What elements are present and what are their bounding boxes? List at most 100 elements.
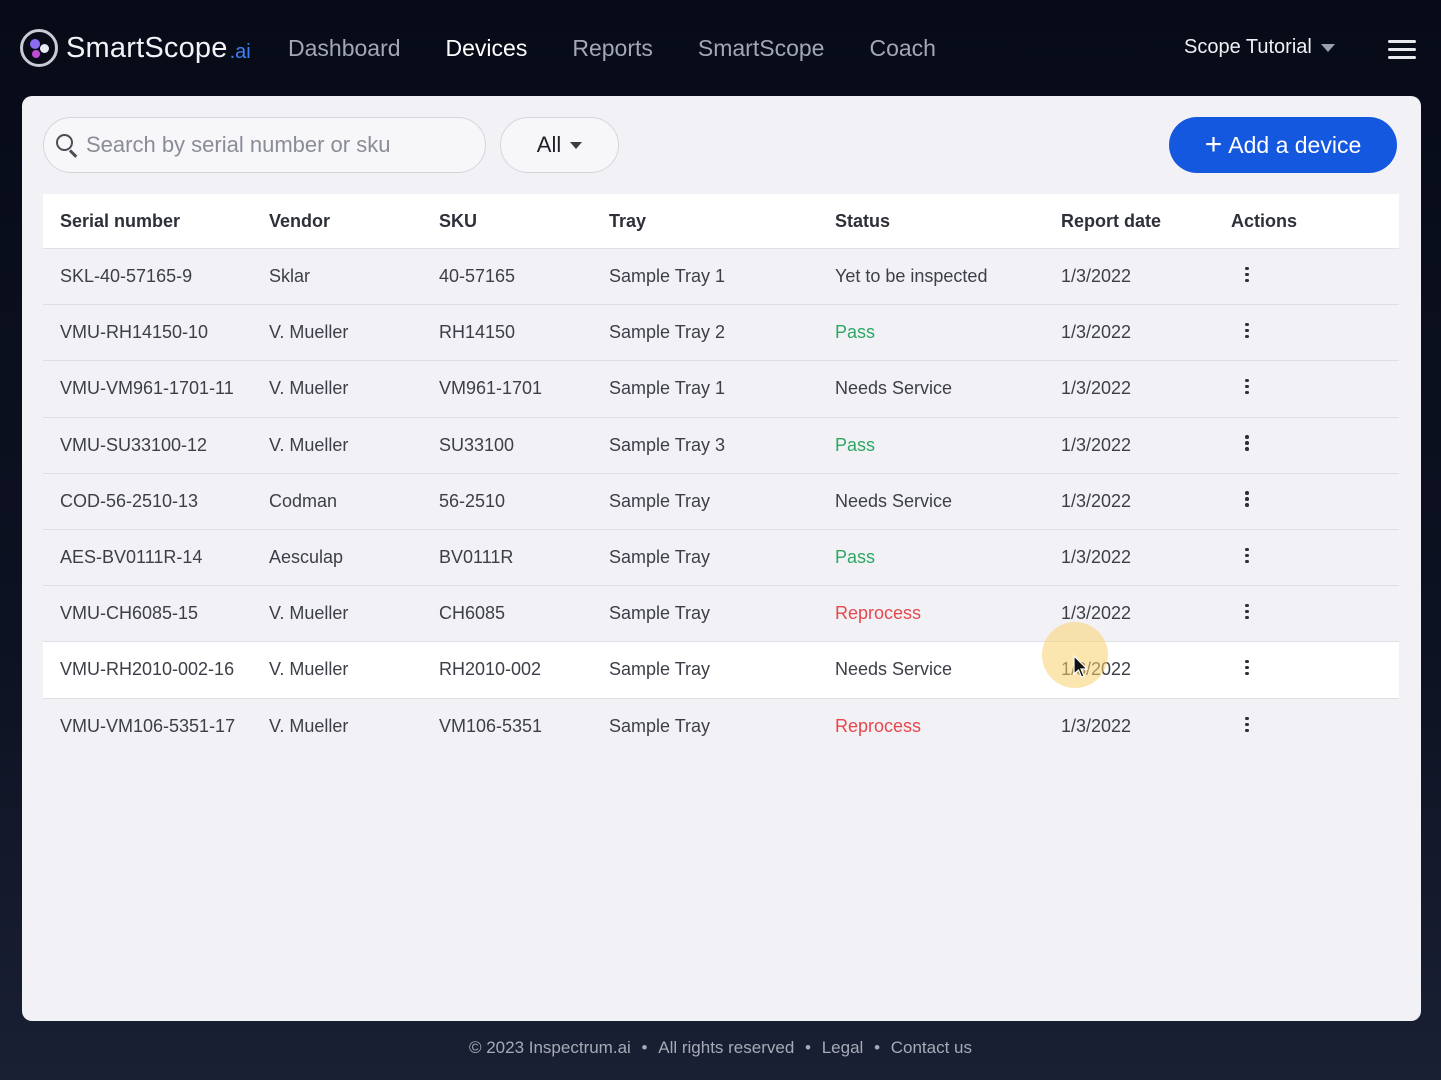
cell-tray: Sample Tray [609, 716, 711, 737]
nav-devices[interactable]: Devices [445, 35, 528, 61]
cell-actions [1231, 716, 1331, 736]
search-input[interactable] [86, 132, 466, 158]
cell-report-date: 1/3/2022 [1061, 716, 1132, 737]
cell-sku: RH2010-002 [439, 659, 542, 680]
cell-tray: Sample Tray [609, 547, 711, 568]
cell-serial: VMU-RH14150-10 [60, 322, 209, 343]
kebab-menu-icon[interactable] [1239, 716, 1255, 734]
cell-tray: Sample Tray [609, 659, 711, 680]
footer-copyright: © 2023 Inspectrum.ai [468, 1038, 631, 1057]
logo[interactable]: SmartScope .ai [20, 28, 251, 68]
cell-status: Pass [835, 434, 876, 455]
table-row[interactable]: COD-56-2510-13 Codman 56-2510 Sample Tra… [43, 474, 1399, 530]
footer-separator: • [805, 1038, 811, 1057]
status-filter-dropdown[interactable]: All [500, 117, 619, 173]
cell-actions [1231, 490, 1331, 510]
table-row[interactable]: VMU-VM106-5351-17 V. Mueller VM106-5351 … [43, 699, 1399, 755]
footer-rights: All rights reserved [658, 1038, 795, 1057]
search-icon [56, 134, 78, 158]
footer-contact-link[interactable]: Contact us [890, 1038, 973, 1057]
add-device-label: Add a device [1228, 131, 1362, 158]
cell-status: Reprocess [835, 603, 922, 624]
cell-report-date: 1/3/2022 [1061, 490, 1132, 511]
kebab-menu-icon[interactable] [1239, 603, 1255, 621]
cell-serial: VMU-CH6085-15 [60, 603, 199, 624]
kebab-menu-icon[interactable] [1239, 547, 1255, 565]
cell-actions [1231, 378, 1331, 398]
col-tray[interactable]: Tray [609, 210, 647, 231]
footer-separator: • [874, 1038, 881, 1057]
nav-coach[interactable]: Coach [869, 35, 936, 61]
table-row[interactable]: VMU-CH6085-15 V. Mueller CH6085 Sample T… [43, 586, 1399, 643]
devices-table: Serial number Vendor SKU Tray Status Rep… [43, 194, 1399, 755]
cell-tray: Sample Tray [609, 603, 711, 624]
table-row[interactable]: VMU-SU33100-12 V. Mueller SU33100 Sample… [43, 418, 1399, 474]
table-header: Serial number Vendor SKU Tray Status Rep… [43, 194, 1399, 249]
filter-selected-value: All [536, 132, 562, 157]
cell-actions [1231, 434, 1331, 454]
logo-suffix: .ai [229, 40, 251, 63]
search-box[interactable] [43, 117, 486, 173]
col-vendor[interactable]: Vendor [269, 210, 331, 231]
cell-tray: Sample Tray 3 [609, 434, 726, 455]
table-row[interactable]: VMU-RH2010-002-16 V. Mueller RH2010-002 … [43, 642, 1399, 699]
hamburger-icon[interactable] [1388, 38, 1416, 60]
cell-vendor: V. Mueller [269, 434, 349, 455]
table-row[interactable]: VMU-RH14150-10 V. Mueller RH14150 Sample… [43, 305, 1399, 362]
cell-sku: SU33100 [439, 434, 515, 455]
mouse-pointer-icon [1073, 655, 1089, 678]
cell-status: Pass [835, 322, 876, 343]
cell-status: Needs Service [835, 659, 953, 680]
footer-legal-link[interactable]: Legal [821, 1038, 864, 1057]
cell-sku: 56-2510 [439, 490, 506, 511]
kebab-menu-icon[interactable] [1239, 378, 1255, 396]
col-actions: Actions [1231, 210, 1298, 231]
cell-tray: Sample Tray 2 [609, 322, 726, 343]
cell-tray: Sample Tray [609, 490, 711, 511]
cell-sku: RH14150 [439, 322, 516, 343]
kebab-menu-icon[interactable] [1239, 434, 1255, 452]
kebab-menu-icon[interactable] [1239, 490, 1255, 508]
kebab-menu-icon[interactable] [1239, 322, 1255, 340]
cell-serial: VMU-VM961-1701-11 [60, 378, 234, 399]
main-nav: Dashboard Devices Reports SmartScope Coa… [288, 30, 981, 66]
cell-report-date: 1/3/2022 [1061, 547, 1132, 568]
cell-vendor: Sklar [269, 266, 311, 287]
user-menu-dropdown[interactable]: Scope Tutorial [1184, 36, 1335, 59]
cell-vendor: Codman [269, 490, 338, 511]
add-device-button[interactable]: + Add a device [1169, 117, 1397, 173]
cell-sku: VM106-5351 [439, 716, 543, 737]
cell-status: Reprocess [835, 716, 922, 737]
devices-panel: All + Add a device Serial number Vendor … [22, 96, 1421, 1021]
table-row[interactable]: VMU-VM961-1701-11 V. Mueller VM961-1701 … [43, 361, 1399, 418]
cell-vendor: V. Mueller [269, 659, 349, 680]
cell-status: Needs Service [835, 490, 953, 511]
cell-sku: CH6085 [439, 603, 506, 624]
cell-sku: BV0111R [439, 547, 514, 568]
table-row[interactable]: SKL-40-57165-9 Sklar 40-57165 Sample Tra… [43, 249, 1399, 306]
footer: © 2023 Inspectrum.ai • All rights reserv… [0, 1038, 1441, 1058]
cell-report-date: 1/3/2022 [1061, 322, 1132, 343]
col-serial-number[interactable]: Serial number [60, 210, 181, 231]
nav-reports[interactable]: Reports [572, 35, 653, 61]
cell-sku: VM961-1701 [439, 378, 543, 399]
cell-report-date: 1/3/2022 [1061, 434, 1132, 455]
cell-serial: SKL-40-57165-9 [60, 266, 193, 287]
cell-actions [1231, 266, 1331, 286]
cell-report-date: 1/3/2022 [1061, 378, 1132, 399]
col-sku[interactable]: SKU [439, 210, 478, 231]
table-row[interactable]: AES-BV0111R-14 Aesculap BV0111R Sample T… [43, 530, 1399, 587]
cell-serial: VMU-VM106-5351-17 [60, 716, 236, 737]
nav-dashboard[interactable]: Dashboard [288, 35, 401, 61]
cell-actions [1231, 603, 1331, 623]
kebab-menu-icon[interactable] [1239, 266, 1255, 284]
nav-smartscope[interactable]: SmartScope [697, 35, 825, 61]
cell-report-date: 1/3/2022 [1061, 603, 1132, 624]
cell-vendor: Aesculap [269, 547, 344, 568]
cell-serial: VMU-RH2010-002-16 [60, 659, 235, 680]
kebab-menu-icon[interactable] [1239, 659, 1255, 677]
cell-vendor: V. Mueller [269, 378, 349, 399]
col-report-date[interactable]: Report date [1061, 210, 1162, 231]
col-status[interactable]: Status [835, 210, 891, 231]
logo-text: SmartScope [66, 31, 228, 64]
